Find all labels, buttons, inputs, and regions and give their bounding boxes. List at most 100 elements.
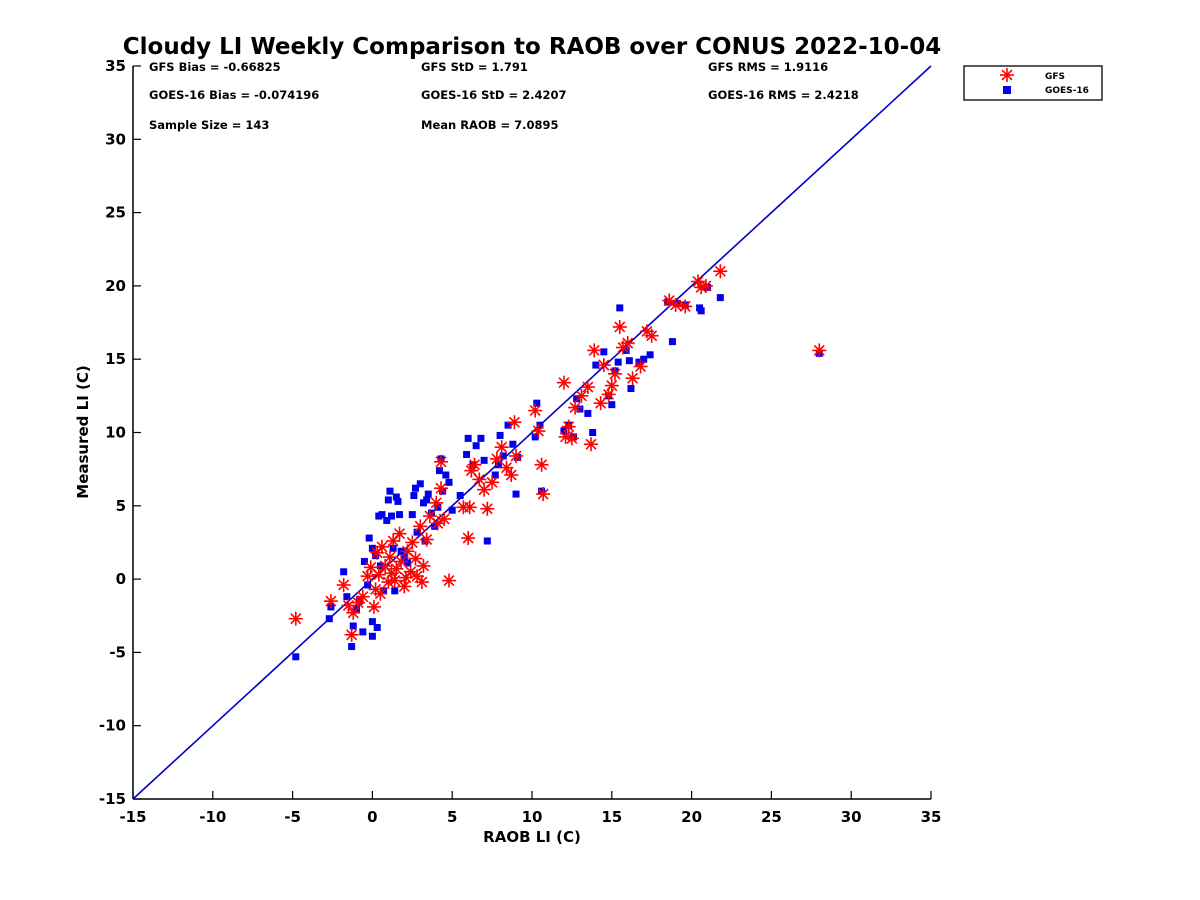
goes16-point: [408, 511, 416, 519]
reference-line: [132, 65, 932, 800]
goes16-point: [494, 461, 502, 469]
gfs-point: [509, 448, 524, 463]
gfs-point: [574, 388, 589, 403]
goes16-point: [483, 537, 491, 545]
goes16-point: [349, 622, 357, 630]
goes16-point: [533, 399, 541, 407]
goes16-point: [464, 434, 472, 442]
goes16-point: [480, 456, 488, 464]
gfs-point: [633, 359, 648, 374]
gfs-point: [472, 472, 487, 487]
y-tick-label: 5: [116, 497, 126, 515]
goes16-point: [589, 429, 597, 436]
gfs-point: [607, 366, 622, 381]
legend-goes-label: GOES-16: [1045, 86, 1089, 96]
gfs-point: [398, 570, 413, 585]
stat-annotation: Sample Size = 143: [149, 118, 269, 132]
data-points: [288, 264, 827, 661]
goes16-point: [472, 442, 480, 450]
goes16-point: [640, 355, 648, 363]
goes16-point: [389, 544, 397, 552]
x-tick-label: 5: [447, 808, 457, 826]
goes16-point: [646, 351, 654, 359]
goes16-point: [396, 511, 404, 519]
gfs-point: [371, 567, 386, 582]
goes16-point: [697, 307, 705, 315]
x-tick-label: 0: [367, 808, 377, 826]
gfs-point: [489, 451, 504, 466]
x-tick-label: 10: [522, 808, 543, 826]
gfs-point: [394, 554, 409, 569]
reference-line-group: [132, 65, 932, 800]
goes16-point: [439, 487, 447, 495]
gfs-point: [462, 500, 477, 515]
x-tick-label: -5: [284, 808, 301, 826]
gfs-point: [698, 278, 713, 293]
gfs-point: [596, 358, 611, 373]
goes16-point: [538, 487, 546, 495]
gfs-point: [494, 440, 509, 455]
goes16-point: [368, 632, 376, 640]
goes16-point: [434, 503, 442, 511]
goes16-point: [576, 405, 584, 413]
gfs-point: [382, 550, 397, 565]
gfs-point: [536, 487, 551, 502]
legend: GFS GOES-16: [963, 65, 1103, 101]
y-tick-label: 25: [105, 204, 126, 222]
y-tick-label: 0: [116, 570, 126, 588]
gfs-point: [403, 564, 418, 579]
goes16-point: [608, 401, 616, 409]
gfs-point: [601, 387, 616, 402]
gfs-point: [355, 589, 370, 604]
gfs-point: [485, 475, 500, 490]
goes16-point: [625, 357, 633, 365]
goes16-point: [504, 421, 512, 429]
gfs-point: [422, 509, 437, 524]
goes16-point: [573, 395, 581, 403]
gfs-point: [366, 599, 381, 614]
axes: -15 -10 -5 0 5 10 15 20 25 30 35 -15 -10 -5 0 5 10 15 20 25…: [99, 57, 942, 826]
gfs-point: [678, 299, 693, 314]
gfs-point: [346, 605, 361, 620]
gfs-point: [587, 343, 602, 358]
x-tick-label: 15: [601, 808, 622, 826]
gfs-point: [620, 336, 635, 351]
stat-annotation: GOES-16 StD = 2.4207: [421, 88, 566, 102]
goes16-point: [616, 304, 624, 312]
y-tick-label: -10: [99, 717, 126, 735]
goes16-point: [491, 471, 499, 479]
gfs-point: [625, 371, 640, 386]
goes16-point: [442, 471, 450, 479]
goes16-point: [627, 385, 635, 393]
goes16-point: [477, 434, 485, 442]
goes16-point: [410, 492, 418, 500]
chart-title: Cloudy LI Weekly Comparison to RAOB over…: [123, 34, 941, 60]
y-tick-label: 15: [105, 350, 126, 368]
gfs-point: [429, 495, 444, 510]
y-tick-label: -15: [99, 790, 126, 808]
gfs-point: [437, 511, 452, 526]
goes16-point: [365, 534, 373, 542]
gfs-point: [584, 437, 599, 452]
goes16-point: [716, 294, 724, 302]
gfs-point: [480, 501, 495, 516]
gfs-point: [387, 573, 402, 588]
y-tick-label: 10: [105, 424, 126, 442]
goes16-point: [391, 587, 399, 595]
gfs-point: [561, 419, 576, 434]
gfs-point: [713, 264, 728, 279]
legend-gfs-marker: [1000, 68, 1014, 82]
goes16-point: [456, 492, 464, 500]
goes16-point: [413, 528, 421, 536]
gfs-point: [405, 535, 420, 550]
goes16-point: [372, 552, 380, 560]
statistics-annotations: GFS Bias = -0.66825 GFS StD = 1.791 GFS RM…: [149, 60, 859, 132]
stat-annotation: GOES-16 Bias = -0.074196: [149, 88, 319, 102]
gfs-point: [556, 375, 571, 390]
gfs-point: [416, 558, 431, 573]
y-axis-label: Measured LI (C): [74, 365, 92, 498]
x-tick-label: -10: [199, 808, 226, 826]
gfs-point: [812, 343, 827, 358]
goes16-point: [343, 593, 351, 601]
